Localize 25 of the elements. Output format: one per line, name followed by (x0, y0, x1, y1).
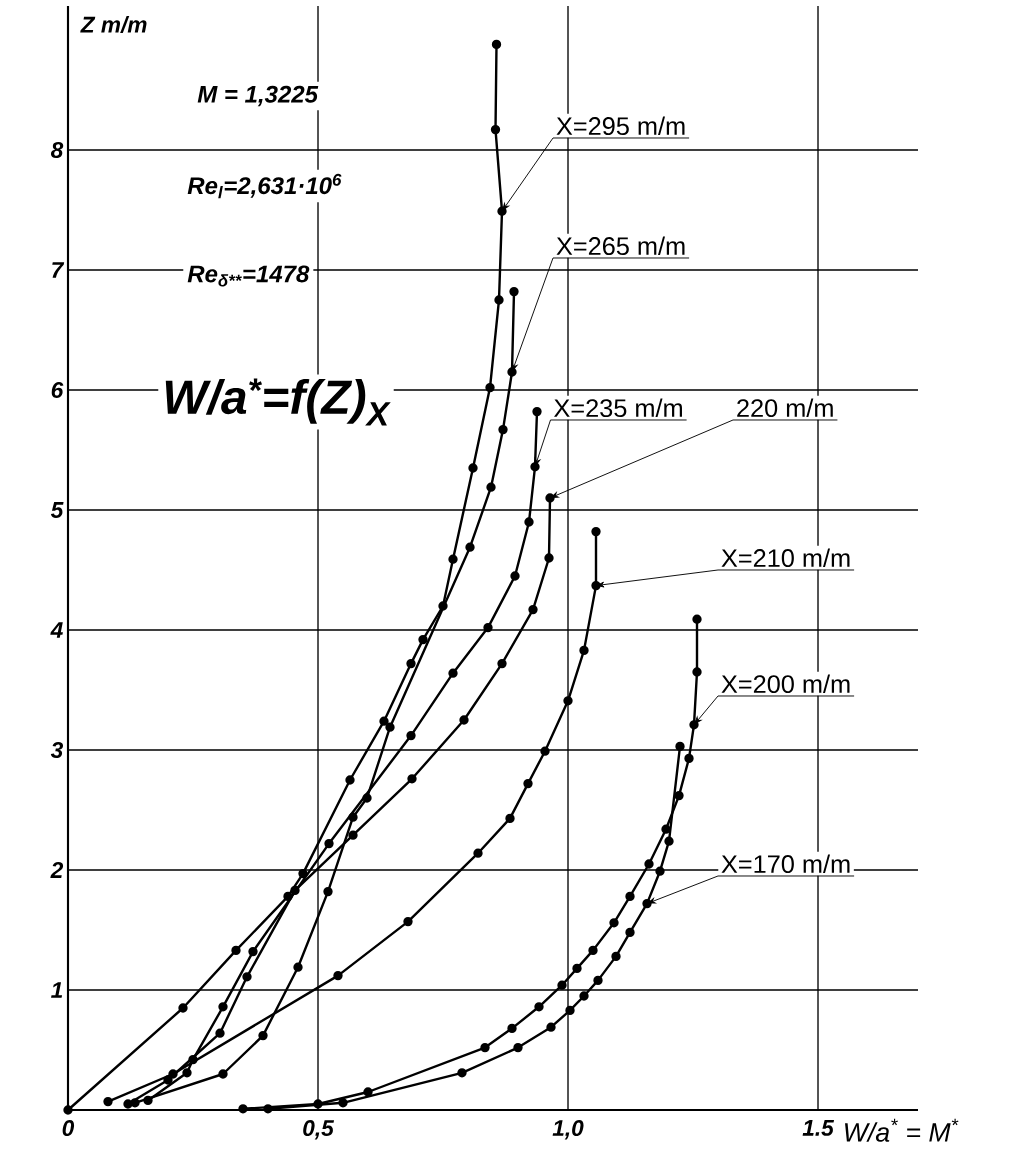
y-tick-label: 3 (50, 741, 64, 759)
series-label: X=235 m/m (554, 398, 682, 418)
x-tick-label: 0,5 (303, 1120, 335, 1140)
text: X=265 m/m (556, 236, 685, 256)
text: 220 m/m (737, 398, 833, 418)
x-tick-label: 1.5 (802, 1120, 835, 1136)
y-axis-title: Z m/m (80, 16, 147, 33)
y-tick-label: 5 (50, 502, 64, 518)
y-tick-label: 4 (50, 622, 63, 638)
series-label: X=200 m/m (721, 674, 850, 694)
x-tick-label: 1,0 (552, 1120, 584, 1140)
text: X=295 m/m (556, 116, 685, 136)
y-tick-label: 2 (50, 862, 64, 878)
text: X=170 m/m (721, 854, 850, 874)
annotation: W/a$^{*}$=f(Z)$_{X}$ (165, 378, 391, 426)
y-tick-label: 1 (51, 982, 63, 998)
text: X=210 m/m (721, 548, 850, 568)
y-tick-label: 6 (51, 381, 64, 399)
y-tick-label: 7 (52, 262, 65, 278)
x-tick-label: 0 (62, 1120, 75, 1137)
y-tick-label: 8 (50, 141, 64, 159)
annotation: M = 1,3225 (197, 85, 319, 107)
x-axis-title: W/a$^{*}$ = M$^{*}$ (845, 1118, 959, 1142)
annotation: Re$_{l}$=2,631·10$^{6}$ (187, 173, 342, 199)
annotation: Re$_{δ**}$=1478 (187, 265, 310, 287)
